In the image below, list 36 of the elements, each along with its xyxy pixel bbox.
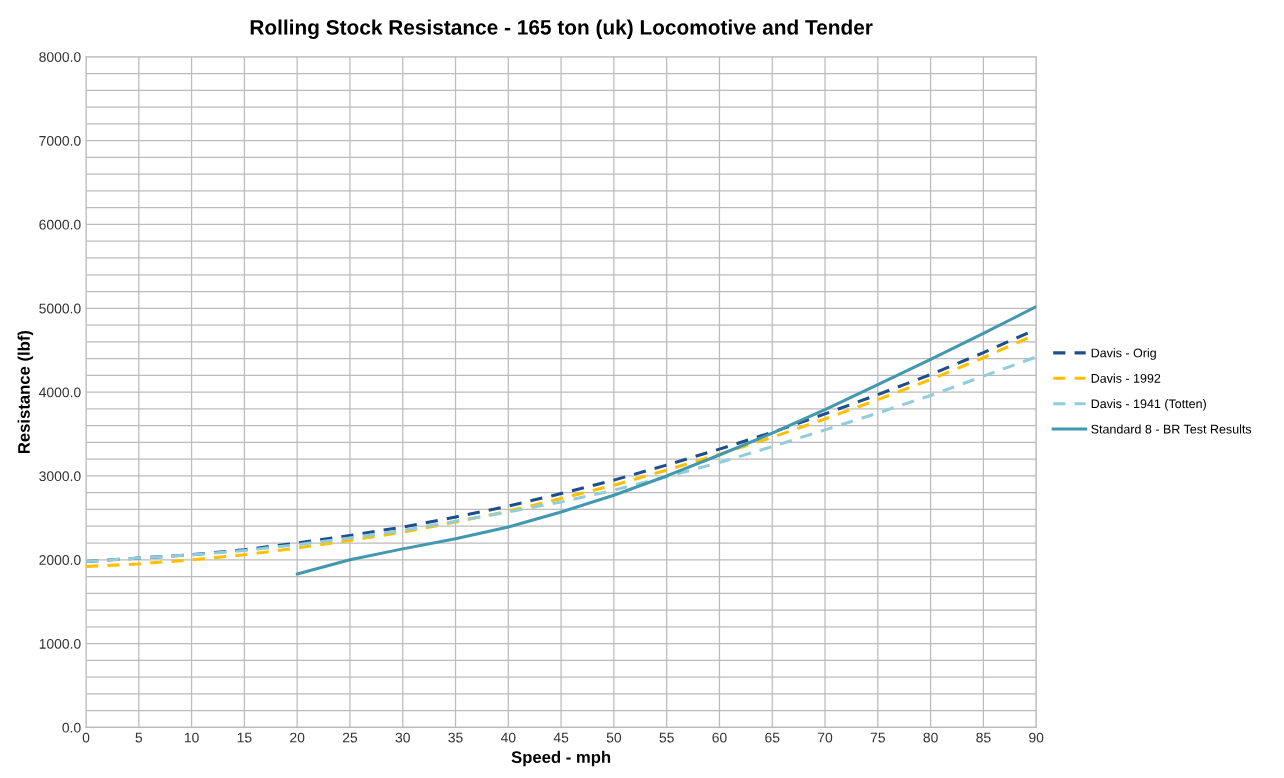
x-tick-label: 35 [448,732,463,743]
y-tick-label: 0.0 [62,722,81,733]
x-tick-label: 15 [237,732,252,743]
y-axis-title: Resistance (lbf) [17,330,34,454]
x-tick-label: 70 [818,732,833,743]
x-tick-label: 5 [135,732,143,743]
y-tick-label: 7000.0 [39,135,81,146]
x-tick-label: 25 [342,732,358,743]
y-tick-label: 4000.0 [39,387,81,398]
x-tick-label: 90 [1029,732,1044,743]
x-tick-label: 55 [659,732,674,743]
y-tick-label: 6000.0 [39,219,81,230]
x-tick-label: 75 [870,732,885,743]
x-tick-label: 0 [82,732,90,743]
legend-label: Davis - Orig [1091,348,1156,360]
x-axis-title: Speed - mph [511,750,611,767]
x-tick-label: 10 [184,732,199,743]
legend-label: Davis - 1992 [1091,373,1161,383]
x-tick-label: 40 [500,732,516,743]
x-tick-label: 85 [976,732,991,743]
chart-title: Rolling Stock Resistance - 165 ton (uk) Locomotive and Tender [250,19,873,39]
x-tick-label: 65 [765,732,780,743]
x-tick-label: 50 [606,732,622,743]
x-tick-label: 45 [553,732,569,743]
y-tick-label: 3000.0 [39,471,81,482]
y-tick-label: 1000.0 [39,638,81,649]
legend-label: Standard 8 - BR Test Results [1091,424,1252,434]
y-tick-label: 8000.0 [39,52,81,62]
x-tick-label: 80 [923,732,938,743]
x-tick-label: 30 [395,732,410,743]
y-tick-label: 2000.0 [39,555,81,565]
legend-label: Davis - 1941 (Totten) [1091,398,1206,411]
line-series [295,305,1037,576]
y-tick-label: 5000.0 [39,303,81,314]
x-tick-label: 20 [290,732,305,743]
x-tick-label: 60 [712,732,727,743]
